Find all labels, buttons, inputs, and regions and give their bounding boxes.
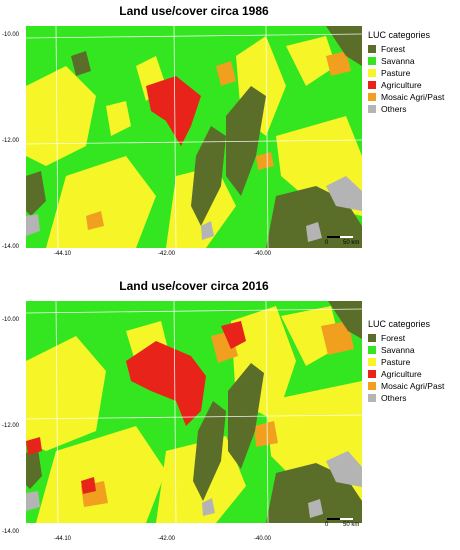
- map-raster: [26, 26, 362, 248]
- legend: LUC categories Forest Savanna Pasture Agric…: [368, 30, 460, 115]
- legend-label: Savanna: [381, 345, 415, 355]
- legend-swatch: [368, 105, 376, 113]
- map-title: Land use/cover circa 2016: [119, 279, 269, 293]
- legend-swatch: [368, 81, 376, 89]
- lon-label: -40.00: [254, 251, 272, 257]
- legend-item-mosaic-agri-past: Mosaic Agri/Past: [368, 380, 460, 392]
- legend-swatch: [368, 370, 376, 378]
- legend-label: Mosaic Agri/Past: [381, 381, 445, 391]
- scale-distance: 50 km: [343, 522, 360, 528]
- legend-item-pasture: Pasture: [368, 67, 460, 79]
- legend-swatch: [368, 394, 376, 402]
- scale-zero: 0: [325, 522, 329, 528]
- graticule: [26, 301, 362, 523]
- lat-label: -14.00: [2, 244, 20, 250]
- legend-label: Agriculture: [381, 80, 422, 90]
- legend-item-savanna: Savanna: [368, 55, 460, 67]
- legend-label: Savanna: [381, 56, 415, 66]
- legend-title: LUC categories: [368, 319, 431, 329]
- graticule: [26, 26, 362, 248]
- legend-item-savanna: Savanna: [368, 344, 460, 356]
- legend-items: Forest Savanna Pasture Agriculture Mosaic Ag…: [368, 332, 460, 404]
- map-title: Land use/cover circa 1986: [119, 4, 269, 18]
- lat-label: -10.00: [2, 317, 20, 323]
- legend-item-agriculture: Agriculture: [368, 368, 460, 380]
- legend-swatch: [368, 45, 376, 53]
- legend-swatch: [368, 346, 376, 354]
- legend-title: LUC categories: [368, 30, 431, 40]
- legend-item-forest: Forest: [368, 43, 460, 55]
- legend-swatch: [368, 334, 376, 342]
- lon-label: -42.00: [158, 536, 176, 542]
- map-raster: [26, 301, 362, 523]
- lon-label: -44.10: [54, 251, 72, 257]
- legend-swatch: [368, 93, 376, 101]
- forest-patches: [26, 26, 362, 248]
- lon-label: -44.10: [54, 536, 72, 542]
- legend-swatch: [368, 69, 376, 77]
- scale-bar: 0 50 km: [325, 236, 361, 250]
- lat-label: -12.00: [2, 138, 20, 144]
- lon-label: -42.00: [158, 251, 176, 257]
- legend-item-agriculture: Agriculture: [368, 79, 460, 91]
- lon-label: -40.00: [254, 536, 272, 542]
- legend-item-forest: Forest: [368, 332, 460, 344]
- land-use-map: [26, 26, 362, 248]
- lat-label: -14.00: [2, 529, 20, 535]
- scale-bar: 0 50 km: [325, 518, 361, 532]
- legend-label: Mosaic Agri/Past: [381, 92, 445, 102]
- legend: LUC categories Forest Savanna Pasture Agric…: [368, 319, 460, 404]
- legend-swatch: [368, 382, 376, 390]
- agriculture-patches: [26, 321, 246, 494]
- legend-label: Others: [381, 393, 407, 403]
- legend-items: Forest Savanna Pasture Agriculture Mosaic Ag…: [368, 43, 460, 115]
- legend-item-others: Others: [368, 392, 460, 404]
- mosaic-patches: [86, 51, 351, 230]
- agriculture-patches: [146, 76, 201, 146]
- others-patches: [26, 176, 362, 242]
- lat-label: -10.00: [2, 32, 20, 38]
- legend-swatch: [368, 57, 376, 65]
- legend-label: Forest: [381, 333, 406, 343]
- legend-label: Agriculture: [381, 369, 422, 379]
- scale-distance: 50 km: [343, 240, 360, 246]
- others-patches: [26, 451, 362, 518]
- legend-label: Pasture: [381, 357, 411, 367]
- land-use-map: [26, 301, 362, 523]
- scale-zero: 0: [325, 240, 329, 246]
- lat-label: -12.00: [2, 423, 20, 429]
- legend-swatch: [368, 358, 376, 366]
- legend-item-pasture: Pasture: [368, 356, 460, 368]
- legend-label: Pasture: [381, 68, 411, 78]
- legend-item-mosaic-agri-past: Mosaic Agri/Past: [368, 91, 460, 103]
- legend-label: Forest: [381, 44, 406, 54]
- legend-label: Others: [381, 104, 407, 114]
- legend-item-others: Others: [368, 103, 460, 115]
- map-panel-2016: Land use/cover circa 2016: [0, 275, 460, 550]
- map-panel-1986: Land use/cover circa 1986: [2, 4, 460, 257]
